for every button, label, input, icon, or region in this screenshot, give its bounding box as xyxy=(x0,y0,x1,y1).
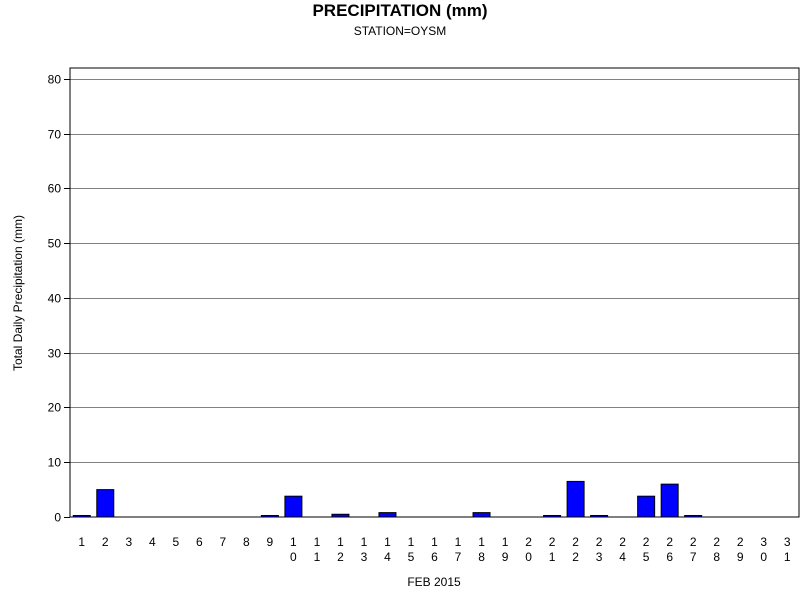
y-tick-label-60: 60 xyxy=(48,182,62,196)
bar-day-2 xyxy=(96,489,115,518)
bar-day-26 xyxy=(660,483,679,518)
bar-day-25 xyxy=(637,495,656,518)
bar-day-18 xyxy=(472,512,491,518)
y-tick-label-70: 70 xyxy=(48,128,62,142)
x-tick-label-8: 8 xyxy=(243,535,250,549)
x-tick-label-2: 2 xyxy=(102,535,109,549)
x-tick-label-4: 4 xyxy=(149,535,156,549)
x-tick-label-1: 1 xyxy=(78,535,85,549)
y-tick-label-20: 20 xyxy=(48,401,62,415)
x-tick-label-5: 5 xyxy=(172,535,179,549)
grid-lines xyxy=(70,79,799,463)
chart-subtitle: STATION=OYSM xyxy=(353,24,447,38)
y-tick-label-50: 50 xyxy=(48,237,62,251)
y-tick-label-80: 80 xyxy=(48,73,62,87)
y-tick-label-40: 40 xyxy=(48,292,62,306)
bar-day-10 xyxy=(284,495,303,518)
x-tick-label-9: 9 xyxy=(267,535,274,549)
x-tick-label-6: 6 xyxy=(196,535,203,549)
x-tick-label-7: 7 xyxy=(220,535,227,549)
y-tick-label-0: 0 xyxy=(54,511,61,525)
bar-day-14 xyxy=(378,512,397,518)
bar-day-22 xyxy=(566,480,585,518)
chart-title: PRECIPITATION (mm) xyxy=(312,1,488,20)
x-axis: 1 2 3 4 5 6 7 8 9 1 01 11 21 31 41 51 61 71 81 92 02 12 22 32 42… xyxy=(78,535,790,564)
x-axis-label: FEB 2015 xyxy=(407,575,461,589)
x-tick-label-3: 3 xyxy=(125,535,132,549)
plot-frame xyxy=(69,67,800,518)
y-tick-label-30: 30 xyxy=(48,347,62,361)
y-tick-label-10: 10 xyxy=(48,456,62,470)
bars xyxy=(72,480,703,518)
y-axis: 0 10 20 30 40 50 60 70 80 xyxy=(48,73,70,525)
